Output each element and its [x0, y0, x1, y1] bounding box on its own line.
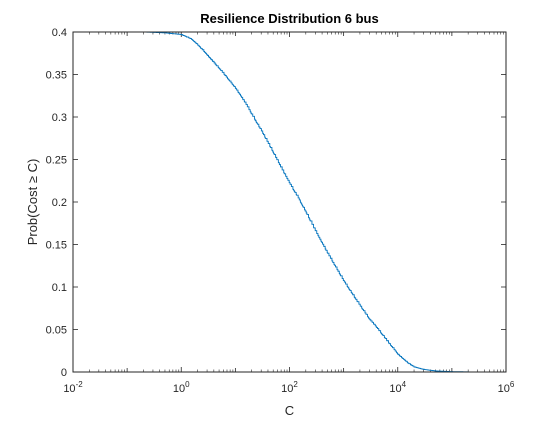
chart-title: Resilience Distribution 6 bus: [200, 11, 378, 26]
y-tick-label: 0.25: [46, 155, 67, 167]
y-tick-label: 0.4: [52, 27, 67, 39]
plot-area: [73, 32, 506, 372]
y-tick-label: 0.15: [46, 240, 67, 252]
x-axis-label: C: [285, 403, 294, 418]
y-tick-label: 0.3: [52, 112, 67, 124]
y-tick-label: 0.05: [46, 325, 67, 337]
y-tick-label: 0.35: [46, 70, 67, 82]
y-tick-label: 0.2: [52, 197, 67, 209]
y-tick-label: 0: [61, 367, 67, 379]
y-tick-label: 0.1: [52, 282, 67, 294]
y-axis-label: Prob(Cost ≥ C): [25, 159, 40, 246]
